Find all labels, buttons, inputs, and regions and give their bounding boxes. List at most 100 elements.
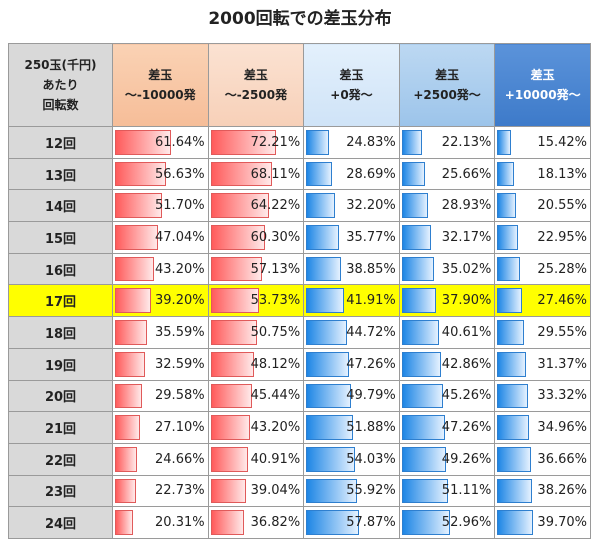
- value-label: 35.02%: [441, 261, 492, 277]
- value-bar: [401, 130, 422, 155]
- value-cell: 47.26%: [398, 411, 496, 444]
- value-label: 47.26%: [441, 420, 492, 436]
- value-label: 54.03%: [346, 451, 396, 467]
- value-label: 51.70%: [155, 198, 205, 214]
- value-bar: [210, 288, 260, 314]
- value-label: 72.21%: [250, 134, 301, 150]
- value-bar: [497, 383, 528, 409]
- table-row: 19回 32.59% 48.12% 47.26% 42.86% 31.37%: [8, 347, 591, 381]
- value-label: 28.69%: [346, 166, 396, 182]
- value-bar: [210, 478, 246, 504]
- value-label: 18.13%: [537, 166, 587, 182]
- value-label: 43.20%: [250, 420, 301, 436]
- value-bar: [210, 193, 269, 219]
- value-label: 49.79%: [346, 388, 396, 404]
- value-bar: [115, 193, 162, 219]
- value-label: 32.17%: [441, 229, 492, 245]
- table-row: 15回 47.04% 60.30% 35.77% 32.17% 22.95%: [8, 221, 591, 254]
- value-bar: [401, 415, 445, 440]
- table-row: 18回 35.59% 50.75% 44.72% 40.61% 29.55%: [8, 316, 591, 349]
- value-bar: [497, 478, 533, 504]
- value-label: 60.30%: [250, 229, 301, 245]
- column-header: 差玉 +0発～: [303, 43, 400, 127]
- value-cell: 51.70%: [112, 189, 209, 223]
- value-cell: 20.55%: [494, 189, 591, 223]
- value-label: 50.75%: [250, 324, 301, 340]
- value-bar: [497, 351, 526, 377]
- value-cell: 29.55%: [494, 316, 591, 349]
- value-label: 57.13%: [250, 261, 301, 277]
- column-header: 差玉 +2500発～: [398, 43, 496, 127]
- column-header: 差玉 ～-10000発: [112, 43, 209, 127]
- table-row: 14回 51.70% 64.22% 32.20% 28.93% 20.55%: [8, 189, 591, 223]
- row-header-line: あたり: [42, 78, 79, 92]
- row-label: 23回: [8, 474, 113, 508]
- value-cell: 48.12%: [207, 347, 305, 381]
- value-bar: [401, 161, 426, 187]
- value-bar: [401, 256, 434, 282]
- value-cell: 22.95%: [494, 221, 591, 254]
- value-bar: [115, 415, 140, 440]
- value-label: 52.96%: [441, 515, 492, 531]
- value-cell: 38.26%: [494, 474, 591, 508]
- value-label: 53.73%: [250, 293, 301, 309]
- value-bar: [306, 478, 357, 504]
- row-label: 21回: [8, 411, 113, 444]
- value-cell: 31.37%: [494, 347, 591, 381]
- value-bar: [497, 446, 531, 472]
- value-bar: [115, 351, 145, 377]
- value-bar: [401, 478, 449, 504]
- value-cell: 51.11%: [398, 474, 496, 508]
- value-label: 25.66%: [441, 166, 492, 182]
- value-cell: 32.20%: [303, 189, 400, 223]
- row-label: 16回: [8, 252, 113, 286]
- value-cell: 36.82%: [207, 506, 305, 539]
- value-cell: 25.28%: [494, 252, 591, 286]
- column-header: 差玉 +10000発～: [494, 43, 591, 127]
- value-bar: [306, 415, 354, 440]
- value-cell: 51.88%: [303, 411, 400, 444]
- row-label: 17回: [8, 284, 113, 318]
- value-bar: [306, 256, 342, 282]
- row-label: 14回: [8, 189, 113, 223]
- row-label: 24回: [8, 506, 113, 539]
- value-label: 35.59%: [155, 324, 205, 340]
- value-label: 36.82%: [250, 515, 301, 531]
- value-label: 15.42%: [537, 134, 587, 150]
- row-label: 18回: [8, 316, 113, 349]
- table-row: 16回 43.20% 57.13% 38.85% 35.02% 25.28%: [8, 252, 591, 286]
- value-label: 39.20%: [155, 293, 205, 309]
- value-label: 20.31%: [155, 515, 205, 531]
- value-bar: [497, 130, 512, 155]
- value-bar: [497, 193, 516, 219]
- value-cell: 27.46%: [494, 284, 591, 318]
- table-row: 17回 39.20% 53.73% 41.91% 37.90% 27.46%: [8, 284, 591, 318]
- column-header-line: 差玉: [148, 68, 173, 82]
- value-bar: [210, 161, 273, 187]
- column-header-line: ～-2500発: [224, 88, 288, 102]
- value-bar: [497, 320, 525, 345]
- value-cell: 43.20%: [207, 411, 305, 444]
- value-bar: [401, 288, 437, 314]
- value-cell: 35.77%: [303, 221, 400, 254]
- value-cell: 22.13%: [398, 126, 496, 159]
- value-bar: [115, 130, 171, 155]
- value-label: 33.32%: [537, 388, 587, 404]
- value-cell: 28.93%: [398, 189, 496, 223]
- value-bar: [115, 383, 142, 409]
- value-label: 56.63%: [155, 166, 205, 182]
- value-cell: 35.02%: [398, 252, 496, 286]
- value-label: 29.55%: [537, 324, 587, 340]
- value-label: 44.72%: [346, 324, 396, 340]
- header-row: 250玉(千円) あたり 回転数 差玉 ～-10000発 差玉 ～-2500発 …: [8, 43, 591, 127]
- value-cell: 43.20%: [112, 252, 209, 286]
- value-cell: 39.20%: [112, 284, 209, 318]
- value-cell: 39.04%: [207, 474, 305, 508]
- value-cell: 68.11%: [207, 157, 305, 191]
- value-cell: 20.31%: [112, 506, 209, 539]
- value-label: 40.91%: [250, 451, 301, 467]
- value-label: 38.26%: [537, 483, 587, 499]
- value-bar: [497, 161, 514, 187]
- row-label: 13回: [8, 157, 113, 191]
- value-label: 39.70%: [537, 515, 587, 531]
